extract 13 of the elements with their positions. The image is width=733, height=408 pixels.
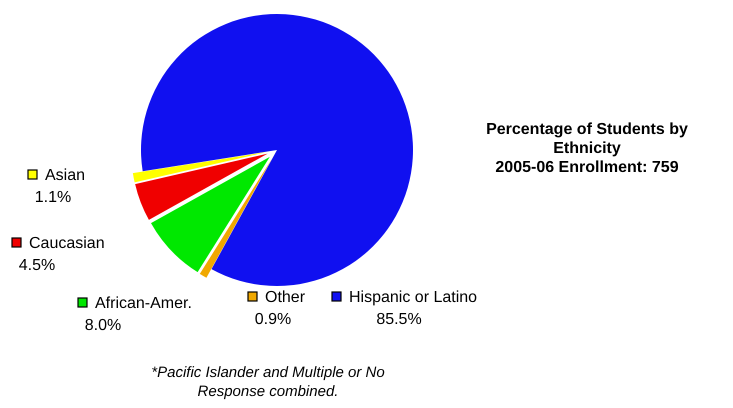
legend-label: African-Amer.: [95, 295, 192, 312]
text: *Pacific Islander and Multiple or No Response combined.: [150, 363, 386, 401]
text: 2005-06 Enrollment: 759: [494, 158, 680, 177]
data-label: 1.1%: [34, 189, 72, 206]
legend-label: Asian: [45, 167, 86, 184]
data-label: 8.0%: [84, 317, 122, 334]
legend-label: Other: [265, 289, 306, 306]
data-label: 4.5%: [18, 257, 56, 274]
legend-label: Hispanic or Latino: [349, 289, 478, 306]
data-label: 0.9%: [254, 311, 292, 328]
text: Percentage of Students by Ethnicity: [485, 120, 689, 158]
legend-label: Caucasian: [29, 235, 105, 252]
data-label: 85.5%: [376, 311, 422, 328]
